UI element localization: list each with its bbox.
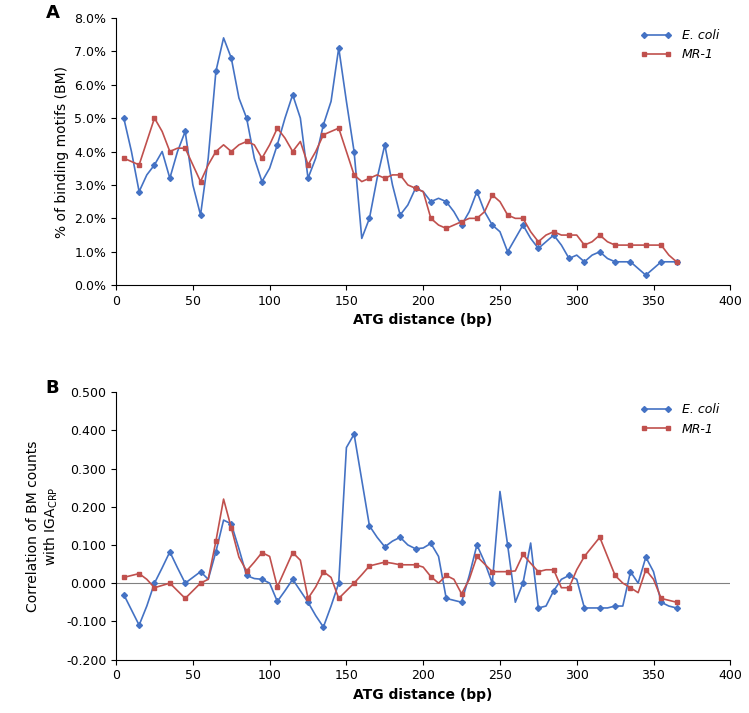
MR-1 [588,237,597,246]
MR-1 [249,140,259,149]
MR-1 [403,560,412,569]
MR-1 [603,237,612,246]
Text: A: A [46,4,59,22]
MR-1 [603,552,612,560]
E. coli [588,251,597,260]
E. coli [641,271,650,279]
E. coli [634,579,643,588]
MR-1 [672,257,681,266]
MR-1 [626,241,635,250]
E. coli [303,598,312,607]
MR-1 [150,114,159,123]
MR-1 [311,583,320,591]
E. coli [242,571,251,580]
MR-1 [249,558,259,566]
Line: MR-1: MR-1 [121,497,679,605]
E. coli [672,257,681,266]
E. coli [626,257,635,266]
Text: B: B [46,379,59,396]
MR-1 [403,180,412,189]
E. coli [672,604,681,612]
Line: E. coli: E. coli [121,36,679,277]
E. coli [119,590,128,599]
MR-1 [626,583,635,592]
Y-axis label: Correlation of BM counts
with IGA$_{\mathregular{CRP}}$: Correlation of BM counts with IGA$_{\mat… [26,440,61,612]
MR-1 [588,543,597,551]
Legend: E. coli, MR-1: E. coli, MR-1 [635,24,724,66]
E. coli [350,430,359,438]
E. coli [603,254,612,262]
E. coli [219,34,228,42]
E. coli [311,154,320,163]
X-axis label: ATG distance (bp): ATG distance (bp) [354,314,493,327]
E. coli [595,604,604,612]
E. coli [119,114,128,123]
MR-1 [119,573,128,582]
Legend: E. coli, MR-1: E. coli, MR-1 [635,399,724,441]
E. coli [411,545,420,553]
MR-1 [119,154,128,163]
MR-1 [311,148,320,156]
E. coli [403,201,412,210]
MR-1 [672,598,681,607]
E. coli [610,602,619,610]
Line: E. coli: E. coli [121,432,679,629]
E. coli [319,622,328,631]
X-axis label: ATG distance (bp): ATG distance (bp) [354,688,493,702]
MR-1 [219,495,228,503]
Y-axis label: % of binding motifs (BM): % of binding motifs (BM) [55,66,69,237]
E. coli [249,154,259,163]
Line: MR-1: MR-1 [121,116,679,264]
